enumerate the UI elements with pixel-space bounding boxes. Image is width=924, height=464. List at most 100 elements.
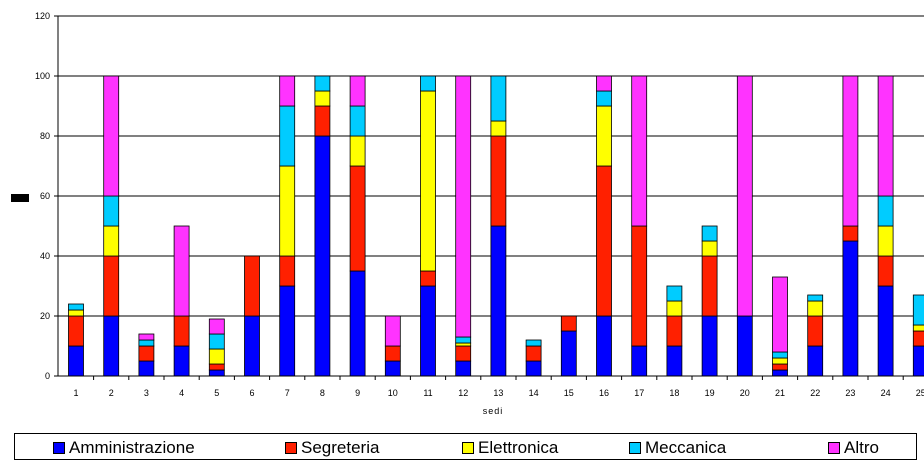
bar-segment-segreteria — [525, 345, 542, 362]
bar-segment-amministrazione — [314, 135, 331, 377]
bar-segment-amministrazione — [596, 315, 612, 377]
bar-segment-segreteria — [208, 363, 225, 371]
bar-segment-amministrazione — [560, 330, 577, 377]
y-tick-label: 100 — [35, 71, 50, 81]
bar-segment-altro — [384, 315, 401, 347]
ylabel-marker — [11, 194, 29, 202]
bar-segment-altro — [173, 225, 190, 317]
bar-segment-meccanica — [596, 90, 612, 107]
bar-segment-altro — [349, 75, 366, 107]
legend-label-3: Meccanica — [645, 438, 727, 457]
bar-segment-segreteria — [807, 315, 824, 347]
y-tick-label: 120 — [35, 11, 50, 21]
bar-segment-meccanica — [138, 339, 155, 347]
legend-item-1: Segreteria — [285, 438, 379, 458]
bar-segment-altro — [736, 75, 753, 317]
bar-segment-amministrazione — [666, 345, 683, 377]
bar-segment-amministrazione — [349, 270, 366, 377]
bar-segment-amministrazione — [103, 315, 120, 377]
bar-segment-segreteria — [560, 315, 577, 332]
bar-segment-elettronica — [420, 90, 436, 272]
bar-segment-altro — [842, 75, 859, 227]
x-tick-label: 10 — [388, 388, 398, 398]
bar-segment-altro — [455, 75, 472, 338]
x-tick-label: 6 — [249, 388, 254, 398]
bar-segment-segreteria — [912, 330, 924, 347]
bar-segment-segreteria — [772, 363, 788, 371]
x-tick-label: 1 — [73, 388, 78, 398]
bar-segment-elettronica — [596, 105, 612, 167]
x-tick-label: 11 — [423, 388, 432, 398]
bar-segment-meccanica — [807, 294, 824, 302]
bar-segment-segreteria — [490, 135, 507, 227]
bar-segment-segreteria — [666, 315, 683, 347]
bar-segment-segreteria — [279, 255, 296, 287]
bar-segment-amministrazione — [877, 285, 894, 377]
bar-segment-segreteria — [631, 225, 648, 347]
bar-segment-meccanica — [349, 105, 366, 137]
bar-segment-elettronica — [701, 240, 718, 257]
bar-segment-segreteria — [596, 165, 612, 317]
bar-segment-elettronica — [349, 135, 366, 167]
bars-layer — [68, 75, 924, 377]
bar-segment-altro — [877, 75, 894, 197]
bar-segment-amministrazione — [842, 240, 859, 377]
bar-segment-meccanica — [490, 75, 507, 122]
legend-label-1: Segreteria — [301, 438, 380, 457]
bar-segment-meccanica — [103, 195, 120, 227]
legend-swatch-4 — [828, 442, 840, 454]
x-tick-label: 13 — [493, 388, 503, 398]
x-tick-label: 12 — [458, 388, 468, 398]
y-tick-label: 80 — [40, 131, 50, 141]
bar-segment-amministrazione — [525, 360, 542, 377]
bar-segment-amministrazione — [68, 345, 84, 377]
bar-segment-amministrazione — [631, 345, 648, 377]
legend-label-2: Elettronica — [478, 438, 559, 457]
bar-segment-altro — [596, 75, 612, 92]
bar-segment-meccanica — [455, 336, 472, 344]
bar-segment-amministrazione — [490, 225, 507, 377]
legend-swatch-3 — [629, 442, 641, 454]
bar-segment-amministrazione — [455, 360, 472, 377]
bar-segment-segreteria — [877, 255, 894, 287]
x-tick-label: 25 — [916, 388, 924, 398]
x-tick-label: 23 — [845, 388, 855, 398]
bar-segment-amministrazione — [807, 345, 824, 377]
bar-segment-segreteria — [455, 345, 472, 362]
bar-segment-amministrazione — [173, 345, 190, 377]
bar-segment-segreteria — [420, 270, 436, 287]
bar-segment-elettronica — [666, 300, 683, 317]
bar-segment-elettronica — [103, 225, 120, 257]
bar-segment-elettronica — [772, 357, 788, 365]
bar-segment-segreteria — [244, 255, 260, 317]
legend-swatch-0 — [53, 442, 65, 454]
x-tick-label: 9 — [355, 388, 360, 398]
bar-segment-elettronica — [455, 342, 472, 347]
bar-segment-segreteria — [173, 315, 190, 347]
bar-segment-meccanica — [701, 225, 718, 242]
y-tick-label: 60 — [40, 191, 50, 201]
x-tick-label: 16 — [599, 388, 609, 398]
bar-segment-amministrazione — [420, 285, 436, 377]
x-tick-label: 21 — [775, 388, 785, 398]
bar-segment-amministrazione — [772, 369, 788, 377]
bar-segment-altro — [103, 75, 120, 197]
legend-label-0: Amministrazione — [69, 438, 195, 457]
x-tick-label: 4 — [179, 388, 184, 398]
x-tick-label: 19 — [705, 388, 715, 398]
bar-segment-elettronica — [877, 225, 894, 257]
y-tick-label: 40 — [40, 251, 50, 261]
legend-item-0: Amministrazione — [53, 438, 195, 458]
bar-segment-amministrazione — [384, 360, 401, 377]
x-tick-label: 24 — [881, 388, 891, 398]
y-tick-label: 0 — [45, 371, 50, 381]
legend: Amministrazione Segreteria Elettronica M… — [14, 433, 917, 460]
bar-segment-amministrazione — [912, 345, 924, 377]
x-tick-label: 7 — [285, 388, 290, 398]
legend-swatch-2 — [462, 442, 474, 454]
legend-item-4: Altro — [828, 438, 879, 458]
bar-segment-segreteria — [384, 345, 401, 362]
